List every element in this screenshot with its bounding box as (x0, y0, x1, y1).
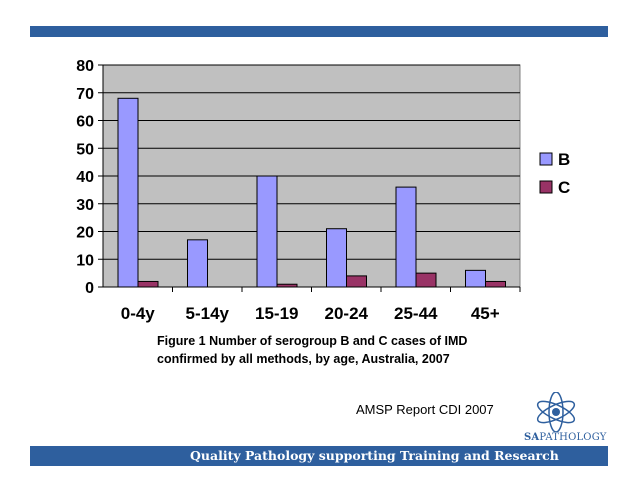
legend-label-b: B (558, 150, 570, 169)
caption-line-2: confirmed by all methods, by age, Austra… (157, 352, 450, 366)
x-tick-label: 45+ (471, 304, 500, 323)
y-tick-label: 60 (76, 114, 94, 131)
figure-caption: Figure 1 Number of serogroup B and C cas… (157, 332, 467, 368)
top-band (30, 26, 608, 37)
bar-c (415, 272, 437, 288)
bar-c (485, 280, 506, 288)
y-tick-label: 80 (76, 58, 94, 75)
x-tick-label: 15-19 (255, 304, 298, 323)
source-note: AMSP Report CDI 2007 (356, 402, 494, 417)
footer-tagline: Quality Pathology supporting Training an… (190, 448, 559, 463)
legend-swatch-b (539, 152, 553, 166)
x-tick-label: 5-14y (186, 304, 230, 323)
bar-c (276, 283, 298, 288)
bar-c (137, 280, 159, 288)
bar-b (256, 175, 278, 288)
y-tick-label: 50 (76, 141, 94, 158)
logo-text-pathology: PATHOLOGY (539, 432, 607, 443)
legend-label-c: C (558, 178, 570, 197)
atom-icon (536, 392, 576, 432)
caption-line-1: Figure 1 Number of serogroup B and C cas… (157, 334, 468, 348)
bottom-band: Quality Pathology supporting Training an… (30, 446, 608, 466)
y-tick-label: 0 (85, 280, 94, 297)
bar-b (187, 239, 208, 288)
bar-b (117, 97, 139, 288)
bar-c (346, 275, 367, 288)
y-tick-label: 40 (76, 169, 94, 186)
bar-b (326, 228, 347, 288)
y-tick-label: 10 (76, 252, 94, 269)
y-tick-label: 70 (76, 86, 94, 103)
legend-box (532, 143, 582, 203)
bar-b (465, 269, 486, 288)
bar-b (395, 186, 417, 288)
logo-text-sa: SA (524, 432, 540, 443)
y-tick-label: 20 (76, 225, 94, 242)
legend-swatch-c (539, 180, 553, 194)
x-tick-label: 25-44 (394, 304, 438, 323)
x-tick-label: 0-4y (121, 304, 156, 323)
sa-pathology-logo: SAPATHOLOGY (524, 392, 607, 444)
x-tick-label: 20-24 (325, 304, 369, 323)
bar-chart: 0 10 20 30 40 50 60 70 80 0-4y 5-14y 15-19 20-24 25-4… (76, 58, 582, 323)
logo-text: SAPATHOLOGY (524, 432, 607, 443)
y-tick-label: 30 (76, 197, 94, 214)
